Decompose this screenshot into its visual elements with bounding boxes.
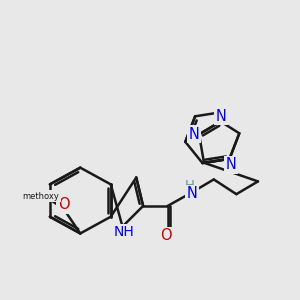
Text: H: H [184,179,194,192]
Text: O: O [58,197,69,212]
Text: N: N [188,127,199,142]
Text: N: N [187,186,198,201]
Text: N: N [226,157,236,172]
Text: O: O [160,228,172,243]
Text: N: N [215,109,226,124]
Text: NH: NH [114,225,134,239]
Text: methoxy: methoxy [22,192,59,201]
